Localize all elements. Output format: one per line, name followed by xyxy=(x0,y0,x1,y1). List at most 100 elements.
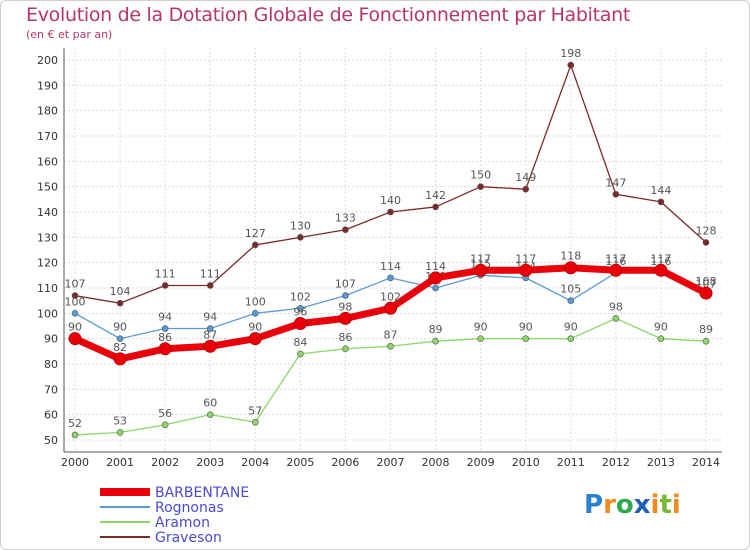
data-label-rognonas: 116 xyxy=(605,255,626,268)
data-point-graveson xyxy=(161,282,169,289)
y-tick-label: 130 xyxy=(37,231,58,244)
data-label-graveson: 142 xyxy=(425,189,446,202)
data-label-rognonas: 107 xyxy=(335,278,356,291)
data-label-graveson: 150 xyxy=(470,169,491,182)
data-label-rognonas: 114 xyxy=(380,260,401,273)
data-point-barbentane xyxy=(519,263,533,277)
data-point-aramon xyxy=(251,418,259,426)
data-point-aramon xyxy=(657,335,665,342)
data-point-rognonas xyxy=(387,274,394,282)
data-label-graveson: 111 xyxy=(200,267,221,280)
data-point-barbentane xyxy=(113,352,127,366)
data-label-barbentane: 86 xyxy=(158,331,172,344)
x-tick-label: 2006 xyxy=(331,456,359,469)
data-point-aramon xyxy=(702,337,710,345)
data-point-graveson xyxy=(432,203,439,211)
data-point-aramon xyxy=(161,421,169,429)
data-label-aramon: 53 xyxy=(113,414,127,427)
y-tick-label: 170 xyxy=(37,130,58,143)
data-point-rognonas xyxy=(206,325,214,332)
data-label-barbentane: 114 xyxy=(425,260,446,273)
y-tick-label: 60 xyxy=(44,409,58,422)
y-tick-label: 140 xyxy=(37,206,58,219)
y-tick-label: 200 xyxy=(37,54,58,67)
data-point-aramon xyxy=(612,315,620,322)
data-point-rognonas xyxy=(116,335,124,342)
data-label-graveson: 140 xyxy=(380,194,401,207)
data-point-barbentane xyxy=(68,332,82,346)
data-point-barbentane xyxy=(158,342,172,356)
data-label-graveson: 127 xyxy=(245,227,266,240)
data-point-graveson xyxy=(251,241,259,249)
data-point-aramon xyxy=(567,335,575,342)
data-label-graveson: 130 xyxy=(290,219,311,232)
data-point-barbentane xyxy=(384,301,397,315)
data-label-barbentane: 118 xyxy=(560,250,581,263)
x-tick-label: 2013 xyxy=(647,456,675,469)
legend-label-graveson: Graveson xyxy=(155,530,222,546)
y-tick-label: 80 xyxy=(44,358,58,371)
data-point-graveson xyxy=(657,198,665,206)
data-point-aramon xyxy=(297,350,304,358)
data-label-graveson: 147 xyxy=(605,176,626,189)
data-point-aramon xyxy=(477,335,484,342)
data-point-barbentane xyxy=(609,263,623,277)
data-point-graveson xyxy=(522,185,530,193)
y-tick-label: 120 xyxy=(37,257,58,270)
data-label-aramon: 89 xyxy=(429,323,443,336)
data-label-graveson: 107 xyxy=(65,278,86,291)
y-tick-label: 150 xyxy=(37,181,58,194)
x-tick-label: 2012 xyxy=(602,456,630,469)
data-point-barbentane xyxy=(248,332,262,346)
plot-area xyxy=(64,48,722,452)
data-point-barbentane xyxy=(203,339,217,353)
data-point-graveson xyxy=(206,282,214,289)
data-point-graveson xyxy=(71,292,79,299)
data-label-rognonas: 94 xyxy=(158,311,172,324)
y-tick-label: 100 xyxy=(37,307,58,320)
x-tick-label: 2009 xyxy=(467,456,495,469)
data-label-barbentane: 98 xyxy=(338,300,352,313)
data-point-graveson xyxy=(477,183,484,190)
data-label-aramon: 57 xyxy=(248,404,262,417)
x-tick-label: 2000 xyxy=(61,456,89,469)
data-label-rognonas: 102 xyxy=(290,290,311,303)
data-label-aramon: 87 xyxy=(384,328,398,341)
data-label-graveson: 144 xyxy=(650,184,671,197)
data-label-aramon: 84 xyxy=(293,336,307,349)
data-point-barbentane xyxy=(293,316,307,330)
legend-label-rognonas: Rognonas xyxy=(155,500,224,516)
data-label-graveson: 111 xyxy=(155,267,176,280)
x-tick-label: 2008 xyxy=(422,456,450,469)
data-point-graveson xyxy=(387,208,394,216)
data-label-aramon: 90 xyxy=(564,321,578,334)
legend-label-barbentane: BARBENTANE xyxy=(155,485,249,501)
data-label-aramon: 90 xyxy=(654,321,668,334)
data-point-graveson xyxy=(297,234,304,241)
data-point-graveson xyxy=(116,299,124,307)
data-point-graveson xyxy=(342,226,349,234)
data-point-barbentane xyxy=(699,286,713,300)
data-label-barbentane: 117 xyxy=(515,252,536,265)
data-label-barbentane: 117 xyxy=(470,252,491,265)
y-tick-label: 160 xyxy=(37,155,58,168)
data-point-aramon xyxy=(71,431,79,439)
data-point-rognonas xyxy=(71,310,79,317)
data-point-rognonas xyxy=(251,310,259,317)
data-label-graveson: 104 xyxy=(110,285,131,298)
y-tick-label: 110 xyxy=(37,282,58,295)
data-point-aramon xyxy=(387,342,394,350)
x-tick-label: 2004 xyxy=(241,456,269,469)
data-point-aramon xyxy=(206,411,214,418)
data-point-rognonas xyxy=(342,292,349,299)
data-label-graveson: 128 xyxy=(696,224,717,237)
data-point-aramon xyxy=(342,345,349,353)
data-point-graveson xyxy=(702,239,710,246)
data-label-rognonas: 100 xyxy=(65,295,86,308)
x-tick-label: 2001 xyxy=(106,456,134,469)
data-point-barbentane xyxy=(338,311,352,325)
y-tick-label: 50 xyxy=(44,434,58,447)
data-point-rognonas xyxy=(161,325,169,332)
chart-subtitle: (en € et par an) xyxy=(26,28,113,41)
